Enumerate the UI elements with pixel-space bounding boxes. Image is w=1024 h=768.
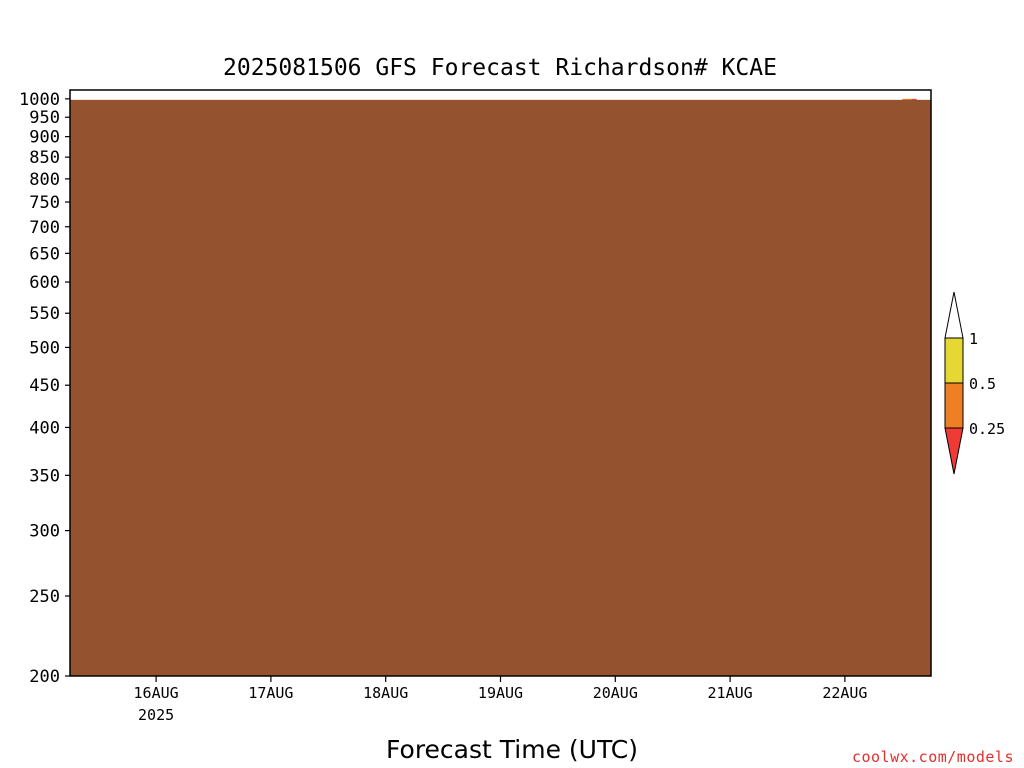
y-tick-label: 750 [29, 193, 60, 213]
colorbar: 1 0.5 0.25 [944, 291, 1005, 475]
y-tick-label: 650 [29, 244, 60, 264]
x-tick-label: 17AUG [248, 684, 293, 702]
x-tick-label: 21AUG [708, 684, 753, 702]
y-tick-label: 400 [29, 418, 60, 438]
colorbar-band [944, 337, 964, 384]
y-tick-label: 700 [29, 218, 60, 238]
y-tick-label: 250 [29, 587, 60, 607]
colorbar-top-arrow [944, 291, 964, 339]
x-tick-label: 16AUG [134, 684, 179, 702]
y-tick-label: 600 [29, 273, 60, 293]
x-tick-label: 22AUG [822, 684, 867, 702]
x-tick-label: 19AUG [478, 684, 523, 702]
colorbar-level-label: 1 [969, 330, 978, 348]
y-tick-label: 1000 [19, 90, 60, 110]
y-tick-label: 450 [29, 376, 60, 396]
y-tick-label: 850 [29, 148, 60, 168]
colorbar-level-label: 0.5 [969, 375, 996, 393]
y-tick-label: 550 [29, 304, 60, 324]
colorbar-band [944, 382, 964, 429]
credit-text: coolwx.com/models [852, 748, 1014, 766]
chart-title: 2025081506 GFS Forecast Richardson# KCAE [223, 55, 777, 81]
y-tick-label: 800 [29, 170, 60, 190]
y-axis: 200 250 300 350 400 450 500 550 600 650 700 750 8008… [19, 90, 70, 687]
x-axis: 16AUG 2025 17AUG 18AUG 19AUG 20AUG 21AUG 22AUG [134, 676, 867, 724]
y-tick-label: 500 [29, 338, 60, 358]
y-tick-label: 300 [29, 522, 60, 542]
ground-fill [70, 99, 931, 676]
x-tick-label: 20AUG [593, 684, 638, 702]
colorbar-level-label: 0.25 [969, 420, 1005, 438]
y-tick-label: 350 [29, 466, 60, 486]
y-tick-label: 900 [29, 128, 60, 148]
x-tick-label: 18AUG [363, 684, 408, 702]
y-tick-label: 950 [29, 108, 60, 128]
colorbar-bottom-arrow [944, 427, 964, 475]
x-axis-label: Forecast Time (UTC) [386, 735, 638, 764]
x-tick-sublabel: 2025 [138, 706, 174, 724]
ground-layer [70, 99, 931, 676]
y-tick-label: 200 [29, 667, 60, 687]
